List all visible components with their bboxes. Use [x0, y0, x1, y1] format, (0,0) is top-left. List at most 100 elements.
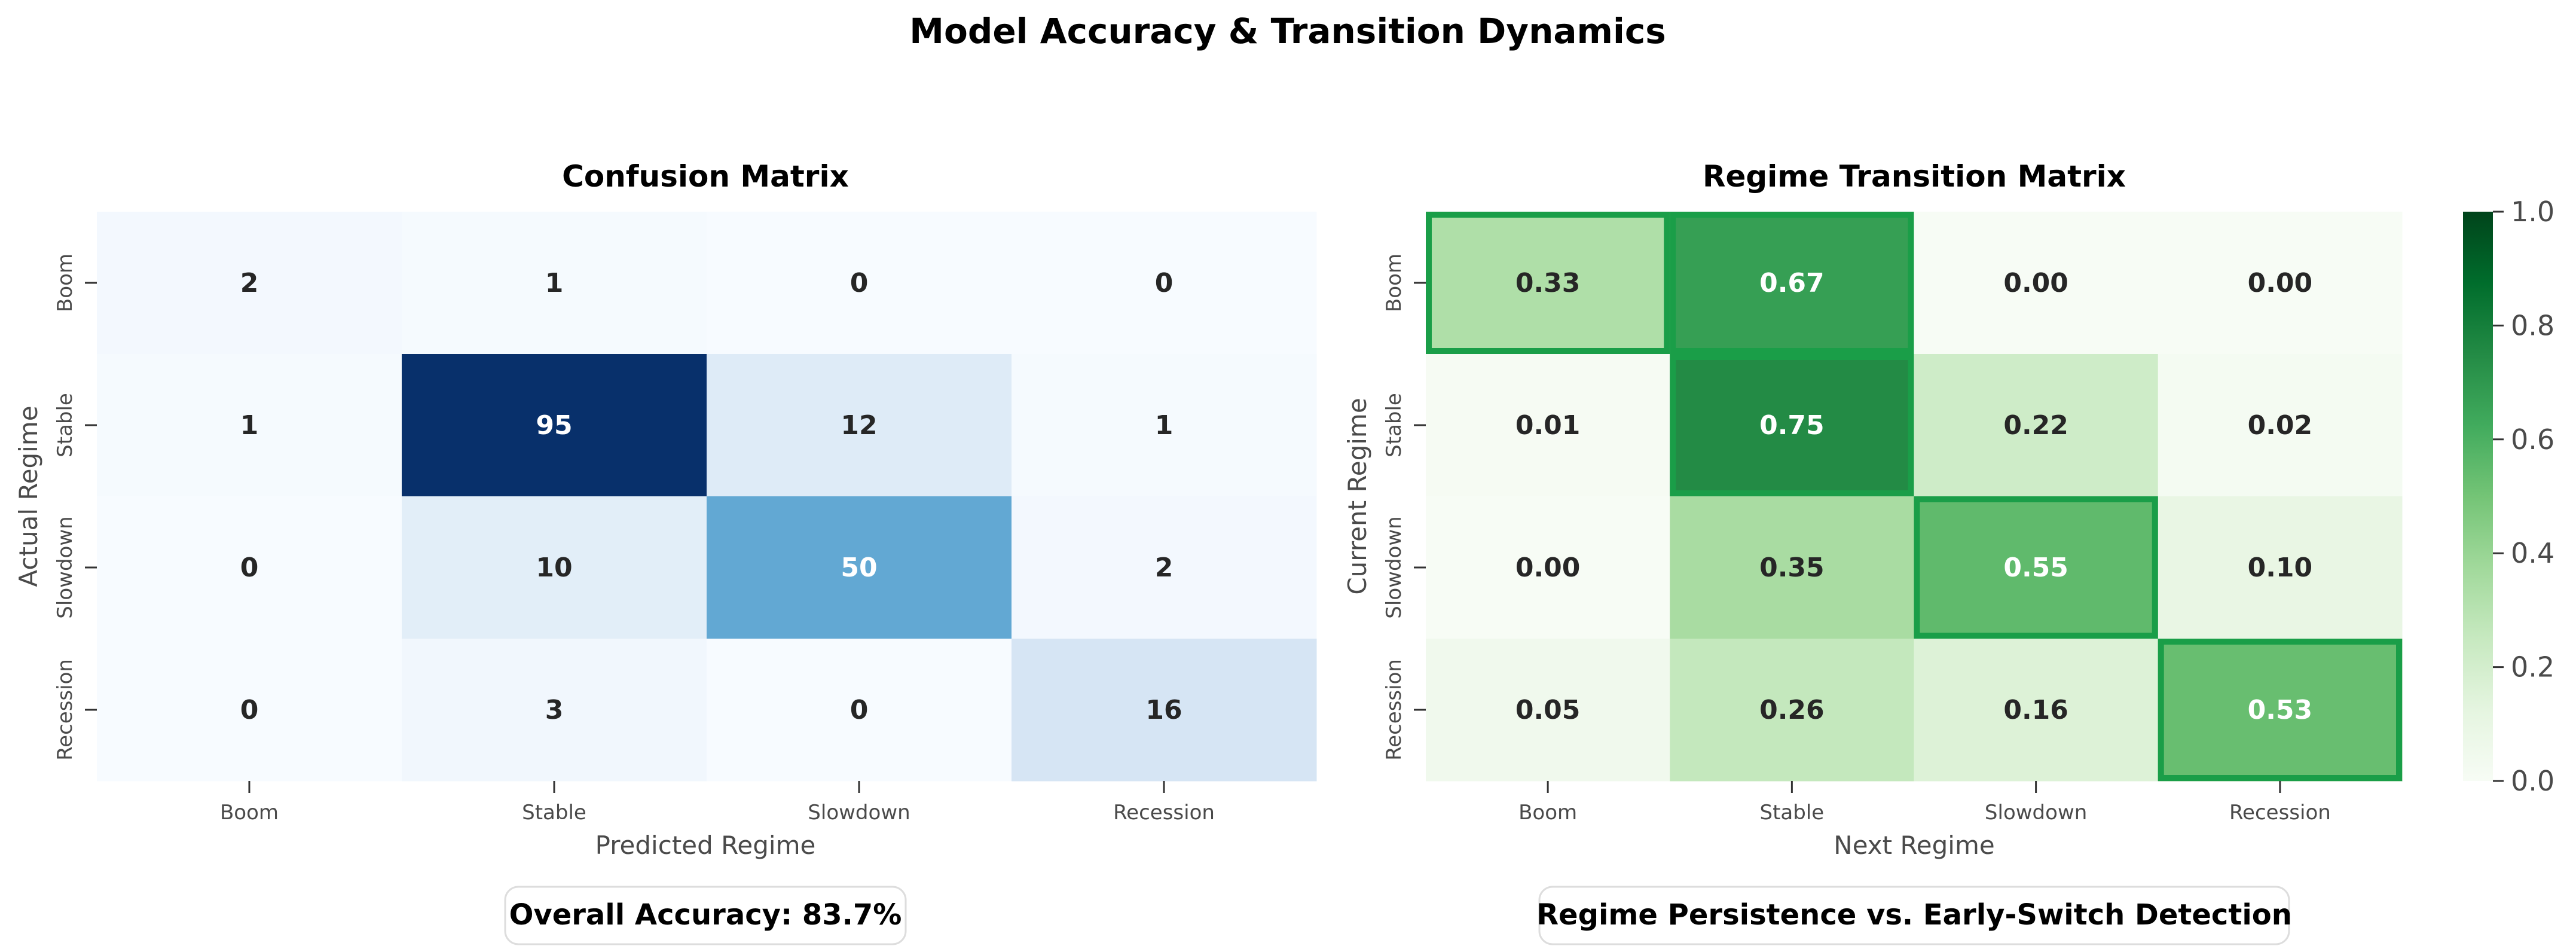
tm-cell-boom-slowdown	[1914, 212, 2159, 355]
tm-x-tick-label: Stable	[1760, 801, 1825, 825]
tm-cell-stable-boom	[1426, 354, 1670, 497]
tm-cell-recession-stable	[1670, 639, 1914, 782]
colorbar: 0.0 0.2 0.4 0.6 0.8 1.0	[2463, 196, 2554, 797]
accuracy-footnote: Overall Accuracy: 83.7%	[509, 898, 902, 932]
transition-matrix-ylabel: Current Regime	[1343, 398, 1372, 594]
cm-cell-label: 0	[1155, 268, 1174, 298]
tm-y-tick-label: Stable	[1382, 393, 1406, 457]
accuracy-box	[504, 886, 907, 945]
transition-matrix-xlabel: Next Regime	[1834, 831, 1994, 860]
colorbar-tick-label: 0.4	[2511, 537, 2554, 569]
confusion-matrix-ticks: Boom Stable Slowdown Recession Boom Stable Slo…	[53, 254, 1215, 825]
tm-cell-label: 0.53	[2248, 695, 2313, 725]
tm-cell-label: 0.55	[2003, 553, 2068, 583]
cm-cell-slowdown-boom	[97, 496, 402, 639]
cm-cell-label: 1	[545, 268, 564, 298]
tm-cell-stable-slowdown	[1914, 354, 2159, 497]
transition-matrix-cells: 0.33 0.67 0.00 0.00 0.01 0.75 0.22 0.02 0.00 0.35…	[1426, 212, 2403, 782]
cm-cell-label: 16	[1145, 695, 1182, 725]
tm-cell-boom-boom	[1426, 212, 1670, 355]
tm-y-tick-label: Boom	[1382, 254, 1406, 312]
cm-cell-label: 3	[545, 695, 564, 725]
cm-cell-label: 0	[240, 553, 259, 583]
tm-cell-label: 0.00	[1515, 553, 1581, 583]
tm-cell-stable-recession	[2158, 354, 2403, 497]
tm-cell-label: 0.16	[2003, 695, 2068, 725]
tm-cell-label: 0.67	[1759, 268, 1825, 298]
cm-cell-slowdown-stable	[402, 496, 707, 639]
cm-cell-label: 12	[841, 410, 877, 441]
cm-cell-stable-recession	[1012, 354, 1317, 497]
cm-cell-label: 10	[536, 553, 572, 583]
tm-highlight-stable-stable	[1670, 354, 1914, 496]
cm-cell-slowdown-slowdown	[707, 496, 1012, 639]
tm-x-tick-label: Slowdown	[1985, 801, 2087, 825]
transition-matrix-panel: Regime Transition Matrix 0.33 0.67 0.00 0.0…	[1343, 159, 2403, 945]
tm-cell-label: 0.33	[1515, 268, 1581, 298]
cm-cell-stable-slowdown	[707, 354, 1012, 497]
figure-title: Model Accuracy & Transition Dynamics	[909, 11, 1666, 51]
cm-cell-label: 0	[850, 268, 869, 298]
cm-x-tick-label: Slowdown	[808, 801, 910, 825]
tm-cell-boom-stable	[1670, 212, 1914, 355]
colorbar-tick-label: 0.2	[2511, 651, 2554, 683]
tm-highlight-slowdown-slowdown	[1914, 496, 2158, 639]
tm-cell-label: 0.00	[2248, 268, 2313, 298]
tm-cell-label: 0.35	[1759, 553, 1825, 583]
colorbar-ticks: 0.0 0.2 0.4 0.6 0.8 1.0	[2493, 196, 2554, 797]
transition-matrix-title: Regime Transition Matrix	[1703, 159, 2126, 194]
tm-x-tick-label: Recession	[2229, 801, 2331, 825]
tm-cell-slowdown-recession	[2158, 496, 2403, 639]
tm-cell-label: 0.26	[1759, 695, 1825, 725]
cm-cell-boom-slowdown	[707, 212, 1012, 355]
cm-x-tick-label: Recession	[1113, 801, 1215, 825]
tm-x-tick-label: Boom	[1518, 801, 1577, 825]
tm-y-tick-label: Slowdown	[1382, 516, 1406, 618]
tm-cell-stable-stable	[1670, 354, 1914, 497]
cm-cell-label: 95	[536, 410, 572, 441]
cm-x-tick-label: Stable	[522, 801, 586, 825]
tm-cell-label: 0.10	[2248, 553, 2313, 583]
cm-cell-recession-slowdown	[707, 639, 1012, 782]
cm-cell-label: 1	[240, 410, 259, 441]
transition-matrix-ticks: Boom Stable Slowdown Recession Boom Stable Slo…	[1382, 254, 2331, 825]
cm-cell-boom-recession	[1012, 212, 1317, 355]
cm-cell-label: 2	[240, 268, 259, 298]
tm-cell-label: 0.22	[2003, 410, 2068, 441]
cm-cell-label: 0	[240, 695, 259, 725]
cm-cell-label: 1	[1155, 410, 1174, 441]
cm-y-tick-label: Boom	[53, 254, 77, 312]
cm-y-tick-label: Stable	[53, 393, 77, 457]
cm-cell-stable-stable	[402, 354, 707, 497]
tm-cell-recession-boom	[1426, 639, 1670, 782]
cm-cell-boom-stable	[402, 212, 707, 355]
colorbar-tick-label: 0.8	[2511, 309, 2554, 341]
confusion-matrix-xlabel: Predicted Regime	[595, 831, 816, 860]
tm-highlight-boom-stable	[1670, 212, 1914, 354]
tm-cell-recession-recession	[2158, 639, 2403, 782]
persistence-footnote: Regime Persistence vs. Early-Switch Dete…	[1536, 898, 2292, 932]
tm-cell-label: 0.75	[1759, 410, 1825, 441]
transition-matrix-highlights	[1426, 212, 2402, 781]
confusion-matrix-panel: Confusion Matrix 2 1 0 01 95 12 10 10 50 20 3 0 16 B…	[14, 159, 1317, 945]
confusion-matrix-cells: 2 1 0 01 95 12 10 10 50 20 3 0 16	[97, 212, 1317, 782]
tm-cell-slowdown-slowdown	[1914, 496, 2159, 639]
tm-cell-label: 0.00	[2003, 268, 2068, 298]
confusion-matrix-title: Confusion Matrix	[562, 159, 849, 194]
cm-cell-recession-recession	[1012, 639, 1317, 782]
cm-cell-label: 2	[1155, 553, 1174, 583]
cm-cell-label: 0	[850, 695, 869, 725]
tm-cell-slowdown-boom	[1426, 496, 1670, 639]
cm-cell-slowdown-recession	[1012, 496, 1317, 639]
colorbar-tick-label: 1.0	[2511, 196, 2554, 228]
colorbar-tick-label: 0.0	[2511, 765, 2554, 797]
persistence-box	[1538, 886, 2290, 945]
tm-cell-slowdown-stable	[1670, 496, 1914, 639]
colorbar-gradient	[2463, 212, 2493, 781]
cm-y-tick-label: Slowdown	[53, 516, 77, 618]
cm-cell-boom-boom	[97, 212, 402, 355]
confusion-matrix-ylabel: Actual Regime	[14, 405, 43, 587]
cm-x-tick-label: Boom	[220, 801, 279, 825]
tm-highlight-recession-recession	[2158, 639, 2402, 781]
